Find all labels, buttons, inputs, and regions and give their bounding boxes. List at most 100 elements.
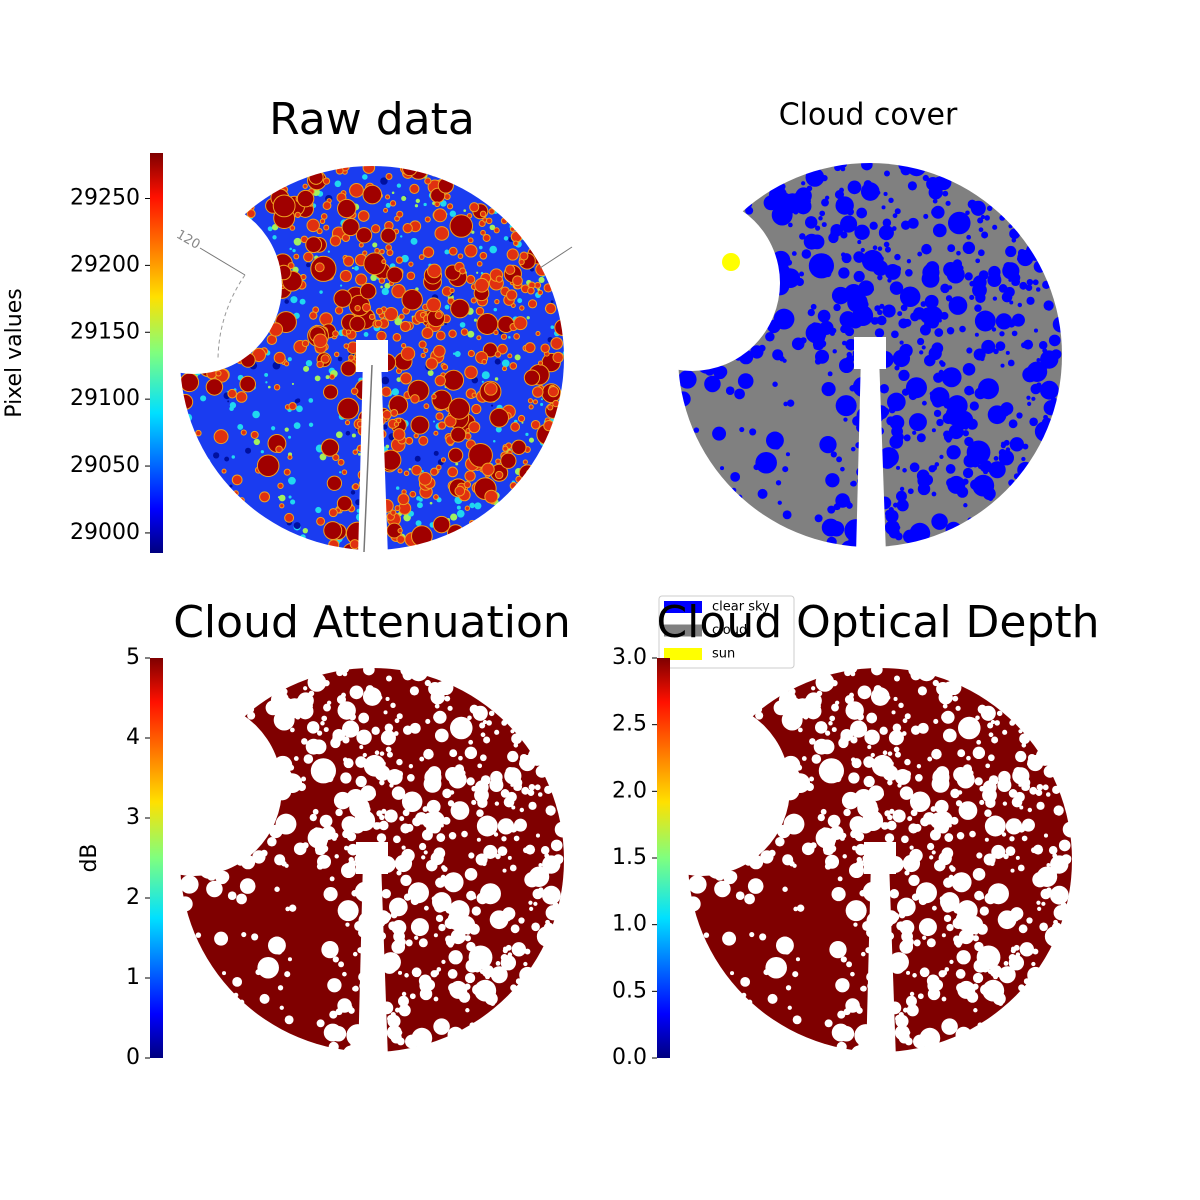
blob [886, 820, 897, 831]
blob [296, 189, 315, 208]
speck [508, 336, 511, 339]
blob [984, 815, 1006, 837]
blob [725, 386, 735, 396]
blob [972, 868, 986, 881]
blob [925, 261, 940, 275]
blob [350, 1041, 360, 1051]
blob [512, 275, 523, 287]
blob [895, 490, 907, 502]
blob [713, 765, 727, 779]
blob [930, 387, 950, 407]
blob [401, 160, 418, 177]
blob [545, 905, 561, 921]
blob [432, 344, 446, 358]
blob [317, 730, 323, 736]
blob [552, 351, 564, 364]
blob [1043, 400, 1059, 416]
blob [941, 933, 946, 938]
blob [284, 863, 289, 868]
blob [974, 310, 996, 332]
blob [303, 754, 314, 764]
blob [562, 883, 568, 889]
blob [688, 875, 707, 894]
tick-label: 29000 [70, 520, 140, 545]
blob [945, 200, 951, 206]
blob [888, 952, 909, 973]
blob [1000, 443, 1006, 449]
blob [829, 715, 836, 722]
blob [992, 992, 1006, 1006]
blob [823, 764, 833, 774]
blob [293, 253, 300, 260]
blob [485, 217, 493, 225]
blob [385, 746, 392, 753]
blob [884, 520, 900, 536]
blob [506, 289, 518, 301]
blob [1008, 479, 1016, 487]
blob [1043, 833, 1048, 838]
blob [522, 459, 528, 465]
speck [293, 422, 301, 430]
blob [531, 922, 540, 932]
blob [321, 715, 328, 722]
speck [375, 495, 379, 499]
blob [931, 850, 936, 855]
blob [1021, 818, 1035, 832]
blob [860, 404, 870, 415]
blob [770, 781, 787, 799]
blob [1035, 287, 1041, 292]
blob [381, 386, 392, 397]
blob [828, 721, 833, 726]
blob [255, 788, 264, 797]
blob [287, 454, 293, 460]
blob [936, 174, 952, 191]
blob [547, 404, 554, 411]
blob [782, 886, 788, 892]
blob [288, 904, 297, 912]
blob [991, 736, 999, 744]
tick-label: 3 [126, 805, 140, 830]
blob [1033, 260, 1047, 273]
blob [495, 973, 503, 981]
blob [390, 1012, 396, 1018]
blob [865, 923, 872, 929]
blob [440, 457, 447, 463]
blob [548, 888, 559, 899]
blob [988, 713, 994, 719]
blob [912, 973, 917, 978]
blob [229, 769, 247, 787]
blob [356, 444, 365, 452]
speck [503, 236, 509, 241]
blob [401, 791, 423, 813]
speck [293, 522, 301, 529]
blob [345, 329, 352, 335]
blob [877, 274, 883, 281]
blob [397, 493, 410, 506]
blob [222, 971, 227, 976]
blob [994, 272, 1001, 280]
blob [1062, 821, 1079, 838]
speck [363, 439, 369, 444]
blob [535, 331, 541, 337]
blob [410, 394, 420, 404]
blob [883, 241, 890, 248]
blob [821, 836, 836, 850]
blob [379, 751, 385, 756]
blob [320, 354, 330, 364]
blob [480, 713, 486, 719]
blob [513, 742, 519, 748]
blob [730, 971, 735, 976]
blob [206, 368, 218, 380]
blob [1027, 754, 1036, 763]
blob [704, 365, 715, 376]
blob [1021, 835, 1028, 842]
blob [892, 723, 902, 733]
blob [990, 719, 996, 725]
blob [860, 247, 865, 253]
blob [889, 889, 899, 899]
speck [306, 262, 311, 268]
blob [274, 854, 286, 866]
blob [407, 773, 415, 782]
blob [814, 358, 822, 365]
blob [1011, 330, 1018, 337]
